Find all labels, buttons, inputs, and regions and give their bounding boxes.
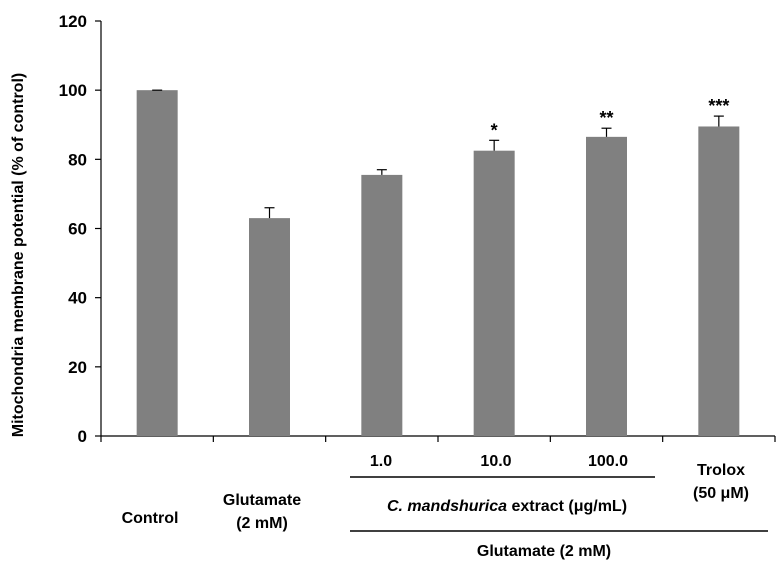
significance-trolox: *** xyxy=(708,96,729,116)
y-tick-label: 120 xyxy=(59,12,87,31)
x-label-dose-10: 10.0 xyxy=(480,453,511,470)
bar-glutamate xyxy=(249,218,290,436)
bar-ext-100 xyxy=(586,136,627,436)
bar-ext-1 xyxy=(361,174,403,437)
chart-y-tick-labels: 0 20 40 60 80 100 120 xyxy=(59,12,87,446)
y-tick-label: 0 xyxy=(78,427,87,446)
y-tick-label: 40 xyxy=(68,289,87,308)
glutamate-group-label: Glutamate (2 mM) xyxy=(477,543,611,560)
y-tick-label: 20 xyxy=(68,358,87,377)
x-label-trolox-line2: (50 μM) xyxy=(693,485,749,502)
x-label-control: Control xyxy=(122,510,179,527)
y-axis-title: Mitochondria membrane potential (% of co… xyxy=(10,73,27,437)
chart-significance-marks: ****** xyxy=(491,96,730,140)
y-tick-label: 100 xyxy=(59,81,87,100)
y-tick-label: 80 xyxy=(68,150,87,169)
bar-control xyxy=(136,90,178,437)
chart-bars xyxy=(136,90,740,437)
x-label-glutamate-line1: Glutamate xyxy=(223,492,301,509)
x-label-dose-100: 100.0 xyxy=(588,453,628,470)
significance-ext-100: ** xyxy=(599,108,613,128)
chart-axes xyxy=(95,20,776,442)
x-label-dose-1: 1.0 xyxy=(370,453,392,470)
extract-species-label: C. mandshurica xyxy=(387,498,507,515)
extract-group-label: C. mandshurica extract (μg/mL) xyxy=(387,498,627,515)
bar-ext-10 xyxy=(473,150,515,436)
x-label-trolox-line1: Trolox xyxy=(697,462,745,479)
chart-error-bars xyxy=(152,89,724,219)
significance-ext-10: * xyxy=(491,120,498,140)
y-tick-label: 60 xyxy=(68,220,87,239)
x-label-glutamate-line2: (2 mM) xyxy=(236,515,288,532)
bar-trolox xyxy=(698,126,740,437)
extract-unit-label: extract (μg/mL) xyxy=(507,498,627,515)
